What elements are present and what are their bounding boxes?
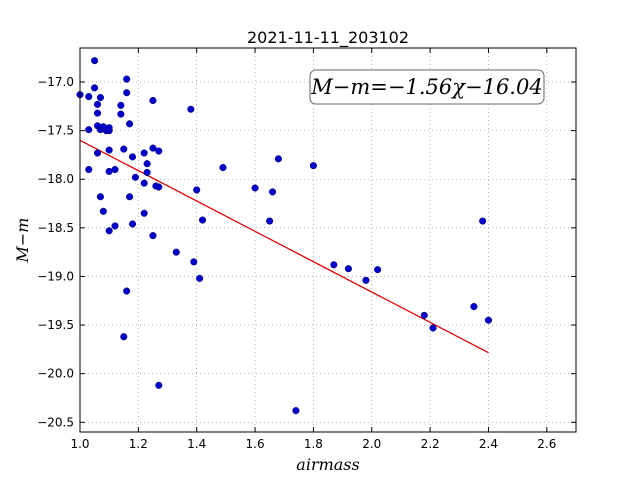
data-point <box>123 89 131 97</box>
data-point <box>128 220 137 228</box>
y-tick-label: −18.5 <box>37 221 74 235</box>
axis-ticks: 1.0 1.2 1.4 1.6 1.8 2.0 2.2 2.4 2.6 −17.0 −17.5 −18… <box>37 48 576 451</box>
data-point <box>85 165 93 174</box>
data-point <box>93 109 102 117</box>
data-point <box>484 316 493 324</box>
data-point <box>155 147 163 155</box>
data-point <box>429 324 437 332</box>
data-point <box>196 274 204 282</box>
y-tick-label: −20.0 <box>37 367 74 381</box>
data-point <box>172 248 180 256</box>
x-tick-label: 1.2 <box>129 437 148 451</box>
y-tick-label: −17.5 <box>37 124 74 138</box>
data-point <box>274 155 282 163</box>
data-point <box>292 407 300 415</box>
x-tick-label: 1.8 <box>304 437 323 451</box>
data-point <box>344 265 352 273</box>
data-point <box>219 164 227 172</box>
data-point <box>362 276 370 284</box>
data-point <box>143 168 151 176</box>
data-point <box>126 120 134 128</box>
data-point <box>117 101 125 109</box>
data-point <box>143 160 151 168</box>
x-tick-label: 2.2 <box>421 437 440 451</box>
data-point <box>251 184 259 192</box>
x-tick-label: 1.6 <box>246 437 265 451</box>
data-point <box>140 149 148 157</box>
data-point <box>190 258 198 266</box>
data-point <box>479 217 487 225</box>
data-point <box>111 222 119 230</box>
grid <box>79 48 576 432</box>
x-tick-label: 2.6 <box>537 437 556 451</box>
y-tick-label: −20.5 <box>37 415 74 429</box>
data-point <box>131 173 139 181</box>
data-point <box>420 311 428 319</box>
data-point <box>93 149 102 157</box>
data-point <box>126 193 134 201</box>
data-point <box>93 100 102 108</box>
y-tick-label: −17.0 <box>37 75 74 89</box>
data-point <box>149 96 157 105</box>
data-point <box>85 126 93 134</box>
data-point <box>470 303 478 311</box>
chart-title: 2021-11-11_203102 <box>247 28 409 48</box>
data-point <box>117 110 125 118</box>
data-point <box>120 145 128 153</box>
data-point <box>374 266 382 274</box>
fit-equation-box: M−m=−1.56χ−16.04 <box>309 69 545 105</box>
x-tick-label: 2.0 <box>362 437 381 451</box>
x-tick-label: 1.0 <box>70 437 89 451</box>
data-point <box>266 217 274 225</box>
plot-area <box>80 48 576 432</box>
data-point <box>96 94 104 102</box>
data-point <box>111 165 119 174</box>
data-point <box>140 209 148 217</box>
data-point <box>120 333 128 341</box>
data-point <box>140 179 148 187</box>
data-point <box>123 287 131 295</box>
data-points <box>76 57 493 415</box>
data-point <box>193 186 201 194</box>
data-point <box>269 188 277 196</box>
x-tick-label: 1.4 <box>187 437 206 451</box>
y-axis-label: M−m <box>13 218 32 264</box>
data-point <box>105 146 113 154</box>
y-tick-label: −19.0 <box>37 269 74 283</box>
data-point <box>330 261 338 269</box>
data-point <box>96 193 104 201</box>
data-point <box>105 227 113 235</box>
data-point <box>309 162 317 170</box>
y-tick-label: −18.0 <box>37 172 74 186</box>
data-point <box>198 216 207 224</box>
data-point <box>123 75 131 83</box>
data-point <box>155 381 163 389</box>
x-axis-label: airmass <box>296 455 359 474</box>
data-point <box>99 207 107 215</box>
data-point <box>187 105 195 113</box>
fit-equation-text: M−m=−1.56χ−16.04 <box>310 75 542 99</box>
plot-frame <box>79 47 577 433</box>
data-point <box>91 84 99 92</box>
data-point <box>155 183 163 191</box>
annotation-box <box>309 69 545 105</box>
data-point <box>105 124 113 132</box>
data-point <box>149 144 157 152</box>
y-tick-label: −19.5 <box>37 318 74 332</box>
data-point <box>91 57 99 65</box>
data-point <box>149 232 157 240</box>
data-point <box>128 153 137 161</box>
data-point <box>85 93 93 101</box>
x-tick-label: 2.4 <box>479 437 498 451</box>
